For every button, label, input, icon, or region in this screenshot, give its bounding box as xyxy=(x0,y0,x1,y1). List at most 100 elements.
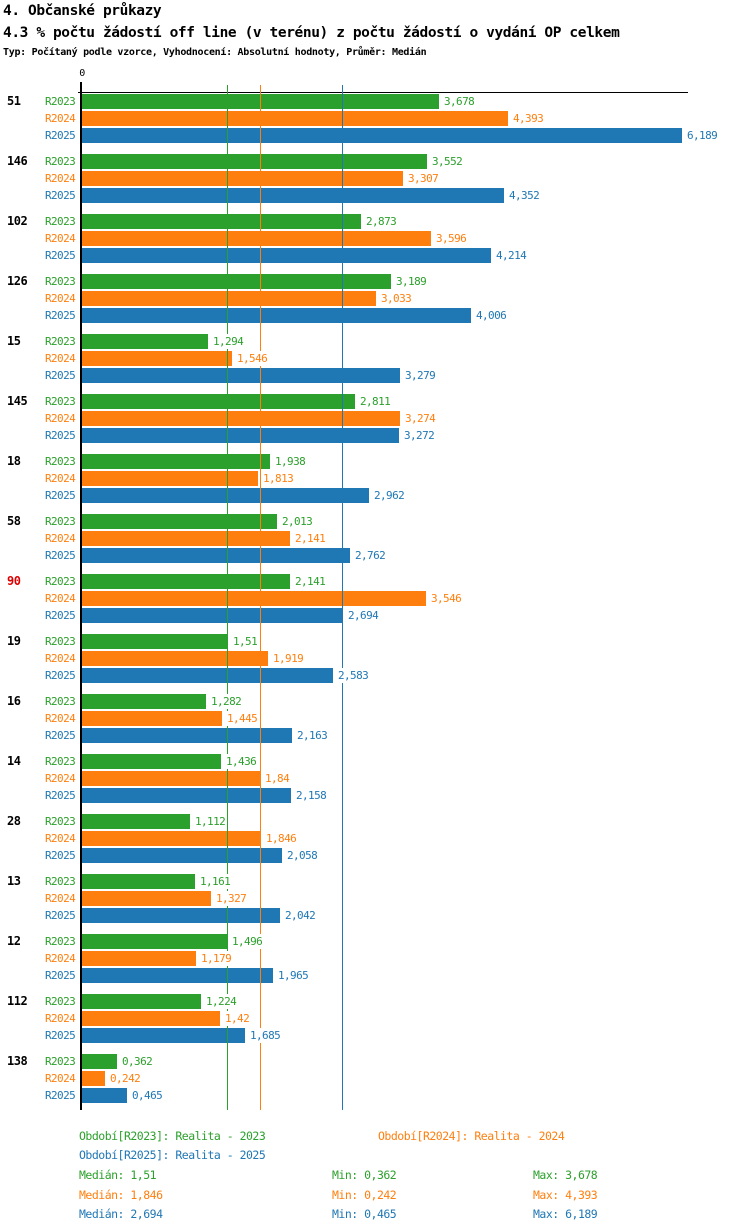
median-r2023: Medián: 1,51 xyxy=(79,1168,157,1182)
bar-r2024 xyxy=(82,651,268,666)
series-row-label-r2023: R2023 xyxy=(45,215,76,228)
min-r2025: Min: 0,465 xyxy=(332,1207,397,1221)
category-label: 28 xyxy=(7,814,21,828)
series-row-label-r2023: R2023 xyxy=(45,275,76,288)
series-row-label-r2024: R2024 xyxy=(45,952,76,965)
category-label: 13 xyxy=(7,874,21,888)
bar-r2023 xyxy=(82,874,195,889)
category-label: 19 xyxy=(7,634,21,648)
bar-value-label: 1,51 xyxy=(231,634,260,649)
bar-value-label: 2,013 xyxy=(280,514,315,529)
series-row-label-r2025: R2025 xyxy=(45,1029,76,1042)
bar-r2023 xyxy=(82,694,206,709)
bar-value-label: 1,813 xyxy=(261,471,296,486)
bar-value-label: 1,685 xyxy=(248,1028,283,1043)
bar-value-label: 2,811 xyxy=(358,394,393,409)
bar-value-label: 4,214 xyxy=(494,248,529,263)
bar-r2025 xyxy=(82,788,291,803)
bar-value-label: 6,189 xyxy=(685,128,720,143)
bar-r2023 xyxy=(82,754,221,769)
series-row-label-r2023: R2023 xyxy=(45,455,76,468)
bar-r2025 xyxy=(82,968,273,983)
bar-value-label: 3,552 xyxy=(430,154,465,169)
legend-item-r2024: Období[R2024]: Realita - 2024 xyxy=(378,1129,565,1143)
bar-value-label: 1,112 xyxy=(193,814,228,829)
bar-r2024 xyxy=(82,891,211,906)
bar-value-label: 1,84 xyxy=(263,771,292,786)
series-row-label-r2023: R2023 xyxy=(45,155,76,168)
series-row-label-r2023: R2023 xyxy=(45,995,76,1008)
bar-value-label: 4,393 xyxy=(511,111,546,126)
median-line-r2023 xyxy=(227,85,228,1110)
axis-zero-label: 0 xyxy=(79,68,85,79)
series-row-label-r2025: R2025 xyxy=(45,249,76,262)
series-row-label-r2023: R2023 xyxy=(45,755,76,768)
series-row-label-r2023: R2023 xyxy=(45,815,76,828)
series-row-label-r2025: R2025 xyxy=(45,489,76,502)
series-row-label-r2023: R2023 xyxy=(45,395,76,408)
series-row-label-r2024: R2024 xyxy=(45,592,76,605)
series-row-label-r2024: R2024 xyxy=(45,652,76,665)
bar-r2023 xyxy=(82,574,290,589)
bar-value-label: 1,965 xyxy=(276,968,311,983)
bar-r2025 xyxy=(82,728,292,743)
category-label: 12 xyxy=(7,934,21,948)
series-row-label-r2023: R2023 xyxy=(45,935,76,948)
category-label: 14 xyxy=(7,754,21,768)
bar-value-label: 0,362 xyxy=(120,1054,155,1069)
series-row-label-r2024: R2024 xyxy=(45,232,76,245)
bar-value-label: 1,445 xyxy=(225,711,260,726)
category-label: 90 xyxy=(7,574,21,588)
series-row-label-r2025: R2025 xyxy=(45,369,76,382)
bar-value-label: 1,546 xyxy=(235,351,270,366)
bar-value-label: 1,179 xyxy=(199,951,234,966)
series-row-label-r2025: R2025 xyxy=(45,969,76,982)
bar-r2023 xyxy=(82,1054,117,1069)
category-label: 51 xyxy=(7,94,21,108)
bar-r2024 xyxy=(82,711,222,726)
bar-value-label: 2,141 xyxy=(293,574,328,589)
series-row-label-r2024: R2024 xyxy=(45,1012,76,1025)
series-row-label-r2024: R2024 xyxy=(45,292,76,305)
bar-value-label: 2,042 xyxy=(283,908,318,923)
bar-r2024 xyxy=(82,1011,220,1026)
bar-value-label: 3,279 xyxy=(403,368,438,383)
bar-value-label: 2,058 xyxy=(285,848,320,863)
series-row-label-r2023: R2023 xyxy=(45,515,76,528)
bar-r2025 xyxy=(82,548,350,563)
series-row-label-r2024: R2024 xyxy=(45,412,76,425)
bar-value-label: 4,006 xyxy=(474,308,509,323)
bar-r2025 xyxy=(82,668,333,683)
bar-value-label: 3,274 xyxy=(403,411,438,426)
bar-value-label: 0,242 xyxy=(108,1071,143,1086)
series-row-label-r2023: R2023 xyxy=(45,635,76,648)
series-row-label-r2024: R2024 xyxy=(45,172,76,185)
bar-value-label: 2,962 xyxy=(372,488,407,503)
bar-value-label: 2,694 xyxy=(346,608,381,623)
series-row-label-r2025: R2025 xyxy=(45,189,76,202)
bar-value-label: 4,352 xyxy=(507,188,542,203)
bar-value-label: 2,158 xyxy=(294,788,329,803)
bar-value-label: 2,141 xyxy=(293,531,328,546)
legend-item-r2025: Období[R2025]: Realita - 2025 xyxy=(79,1148,266,1162)
bar-r2023 xyxy=(82,214,361,229)
bar-value-label: 3,189 xyxy=(394,274,429,289)
bar-value-label: 1,919 xyxy=(271,651,306,666)
series-row-label-r2024: R2024 xyxy=(45,1072,76,1085)
bar-value-label: 1,282 xyxy=(209,694,244,709)
bar-value-label: 1,42 xyxy=(223,1011,252,1026)
bar-r2023 xyxy=(82,814,190,829)
series-row-label-r2024: R2024 xyxy=(45,532,76,545)
bar-r2023 xyxy=(82,334,208,349)
bar-r2025 xyxy=(82,1088,127,1103)
series-row-label-r2023: R2023 xyxy=(45,1055,76,1068)
bar-value-label: 1,938 xyxy=(273,454,308,469)
page-title: 4. Občanské průkazy xyxy=(3,3,162,19)
bar-value-label: 3,596 xyxy=(434,231,469,246)
series-row-label-r2025: R2025 xyxy=(45,909,76,922)
series-row-label-r2025: R2025 xyxy=(45,549,76,562)
series-row-label-r2023: R2023 xyxy=(45,335,76,348)
bar-r2025 xyxy=(82,188,504,203)
median-r2025: Medián: 2,694 xyxy=(79,1207,163,1221)
